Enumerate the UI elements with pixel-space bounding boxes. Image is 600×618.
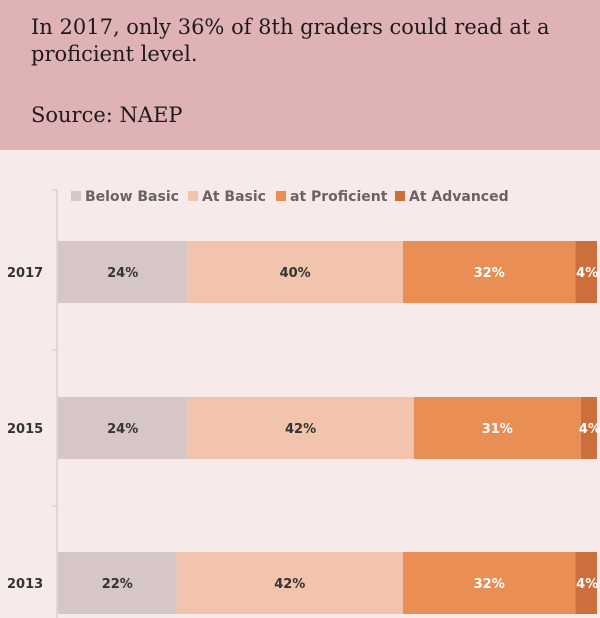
data-label-at-advanced-2017: 4% bbox=[576, 266, 598, 281]
legend-label-at-basic: At Basic bbox=[202, 189, 266, 205]
legend-label-at-advanced: At Advanced bbox=[409, 189, 509, 205]
legend-swatch-below-basic bbox=[71, 191, 81, 201]
bar-at-proficient-2017 bbox=[402, 241, 576, 303]
data-label-below-basic-2017: 24% bbox=[107, 266, 138, 281]
bar-at-advanced-2013 bbox=[575, 552, 597, 614]
data-label-at-advanced-2013: 4% bbox=[576, 577, 598, 592]
data-label-at-basic-2017: 40% bbox=[280, 266, 311, 281]
headline: In 2017, only 36% of 8th graders could r… bbox=[31, 15, 550, 66]
legend-swatch-at-advanced bbox=[395, 191, 405, 201]
data-label-at-basic-2015: 42% bbox=[285, 422, 316, 437]
bar-at-basic-2017 bbox=[187, 241, 403, 303]
category-label-2017: 2017 bbox=[7, 266, 43, 281]
data-label-below-basic-2013: 22% bbox=[102, 577, 133, 592]
data-label-at-proficient-2013: 32% bbox=[474, 577, 505, 592]
data-label-at-proficient-2017: 32% bbox=[474, 266, 505, 281]
data-label-at-basic-2013: 42% bbox=[274, 577, 305, 592]
source-note: Source: NAEP bbox=[31, 103, 183, 127]
legend-label-below-basic: Below Basic bbox=[85, 189, 179, 205]
category-label-2015: 2015 bbox=[7, 422, 43, 437]
bar-at-proficient-2015 bbox=[413, 397, 581, 459]
legend-swatch-at-basic bbox=[188, 191, 198, 201]
stacked-bar-chart: Below Basic At Basic at Proficient At Advan… bbox=[7, 189, 600, 618]
data-label-at-advanced-2015: 4% bbox=[579, 422, 600, 437]
bar-at-advanced-2015 bbox=[580, 397, 597, 459]
bar-at-basic-2013 bbox=[176, 552, 403, 614]
data-label-below-basic-2015: 24% bbox=[107, 422, 138, 437]
header-banner: In 2017, only 36% of 8th graders could r… bbox=[0, 0, 600, 150]
bar-below-basic-2015 bbox=[58, 397, 188, 459]
bar-at-advanced-2017 bbox=[575, 241, 597, 303]
bar-at-basic-2015 bbox=[187, 397, 414, 459]
legend-swatch-at-proficient bbox=[276, 191, 286, 201]
category-label-2013: 2013 bbox=[7, 577, 43, 592]
legend-label-at-proficient: at Proficient bbox=[290, 189, 388, 205]
bar-below-basic-2013 bbox=[58, 552, 177, 614]
bar-below-basic-2017 bbox=[58, 241, 188, 303]
data-label-at-proficient-2015: 31% bbox=[482, 422, 513, 437]
bar-at-proficient-2013 bbox=[402, 552, 576, 614]
